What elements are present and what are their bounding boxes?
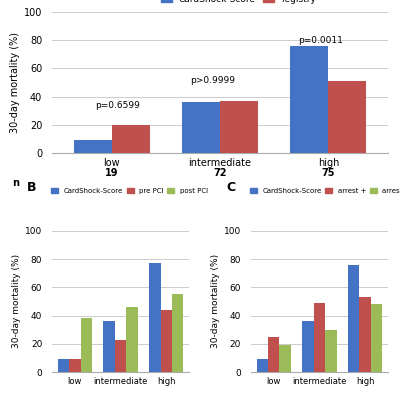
- Bar: [360, 297, 371, 372]
- Text: p=0.0011: p=0.0011: [298, 36, 343, 45]
- Legend: CardShock-Score, arrest +, arrest -: CardShock-Score, arrest +, arrest -: [248, 185, 400, 196]
- Bar: [112, 125, 150, 153]
- Bar: [115, 340, 126, 372]
- Bar: [160, 310, 172, 372]
- Text: 75: 75: [322, 168, 335, 178]
- Bar: [182, 102, 220, 153]
- Bar: [58, 359, 69, 372]
- Bar: [328, 81, 366, 153]
- Text: n: n: [12, 178, 19, 188]
- Bar: [290, 46, 328, 153]
- Text: p=0.6599: p=0.6599: [95, 101, 140, 110]
- Bar: [220, 101, 258, 153]
- Text: C: C: [226, 182, 235, 194]
- Bar: [69, 359, 80, 372]
- Bar: [268, 337, 280, 372]
- Bar: [172, 294, 184, 372]
- Bar: [280, 345, 291, 372]
- Bar: [256, 359, 268, 372]
- Y-axis label: 30-day mortality (%): 30-day mortality (%): [211, 254, 220, 348]
- Legend: CardShock-Score, pre PCI, post PCI: CardShock-Score, pre PCI, post PCI: [49, 185, 210, 196]
- Bar: [149, 263, 160, 372]
- Bar: [348, 265, 360, 372]
- Legend: CardShock-Score, registry: CardShock-Score, registry: [157, 0, 320, 7]
- Y-axis label: 30-day mortality (%): 30-day mortality (%): [12, 254, 21, 348]
- Bar: [104, 321, 115, 372]
- Bar: [126, 307, 138, 372]
- Bar: [80, 318, 92, 372]
- Bar: [74, 140, 112, 153]
- Text: 72: 72: [213, 168, 227, 178]
- Bar: [371, 304, 382, 372]
- Text: B: B: [27, 182, 37, 194]
- Bar: [325, 330, 336, 372]
- Text: p>0.9999: p>0.9999: [190, 76, 235, 84]
- Y-axis label: 30-day mortality (%): 30-day mortality (%): [10, 32, 20, 133]
- Text: 19: 19: [105, 168, 118, 178]
- Bar: [314, 303, 325, 372]
- Bar: [302, 321, 314, 372]
